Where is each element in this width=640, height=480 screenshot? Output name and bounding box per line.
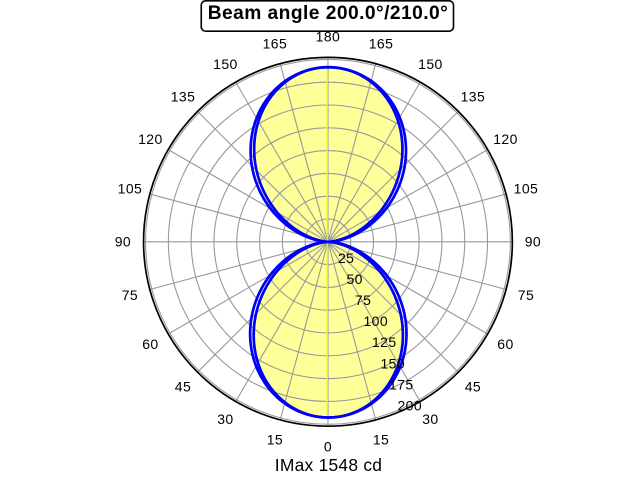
svg-text:125: 125 (372, 334, 397, 350)
svg-text:25: 25 (338, 250, 354, 266)
svg-text:150: 150 (418, 56, 443, 72)
svg-text:180: 180 (316, 29, 341, 45)
svg-text:200: 200 (398, 397, 423, 413)
svg-text:135: 135 (171, 89, 196, 105)
svg-text:45: 45 (175, 379, 191, 395)
svg-text:120: 120 (493, 131, 518, 147)
svg-text:175: 175 (389, 376, 414, 392)
svg-text:Beam angle 200.0°/210.0°: Beam angle 200.0°/210.0° (208, 3, 449, 24)
svg-text:100: 100 (364, 313, 389, 329)
svg-text:75: 75 (518, 287, 534, 303)
svg-text:120: 120 (138, 131, 163, 147)
svg-text:15: 15 (373, 432, 389, 448)
svg-text:165: 165 (263, 36, 288, 52)
svg-text:105: 105 (118, 181, 143, 197)
svg-text:135: 135 (461, 89, 486, 105)
svg-text:30: 30 (422, 411, 438, 427)
svg-text:105: 105 (514, 181, 539, 197)
svg-text:75: 75 (122, 287, 138, 303)
svg-text:15: 15 (267, 432, 283, 448)
svg-text:90: 90 (525, 234, 541, 250)
svg-text:30: 30 (217, 411, 233, 427)
svg-text:IMax 1548 cd: IMax 1548 cd (275, 455, 382, 475)
svg-text:75: 75 (355, 292, 371, 308)
svg-text:50: 50 (347, 271, 363, 287)
svg-text:150: 150 (381, 355, 406, 371)
svg-text:150: 150 (213, 56, 238, 72)
svg-text:0: 0 (324, 439, 332, 455)
svg-text:90: 90 (115, 234, 131, 250)
svg-text:165: 165 (369, 36, 394, 52)
svg-text:60: 60 (497, 336, 513, 352)
svg-text:60: 60 (142, 336, 158, 352)
svg-text:45: 45 (465, 379, 481, 395)
